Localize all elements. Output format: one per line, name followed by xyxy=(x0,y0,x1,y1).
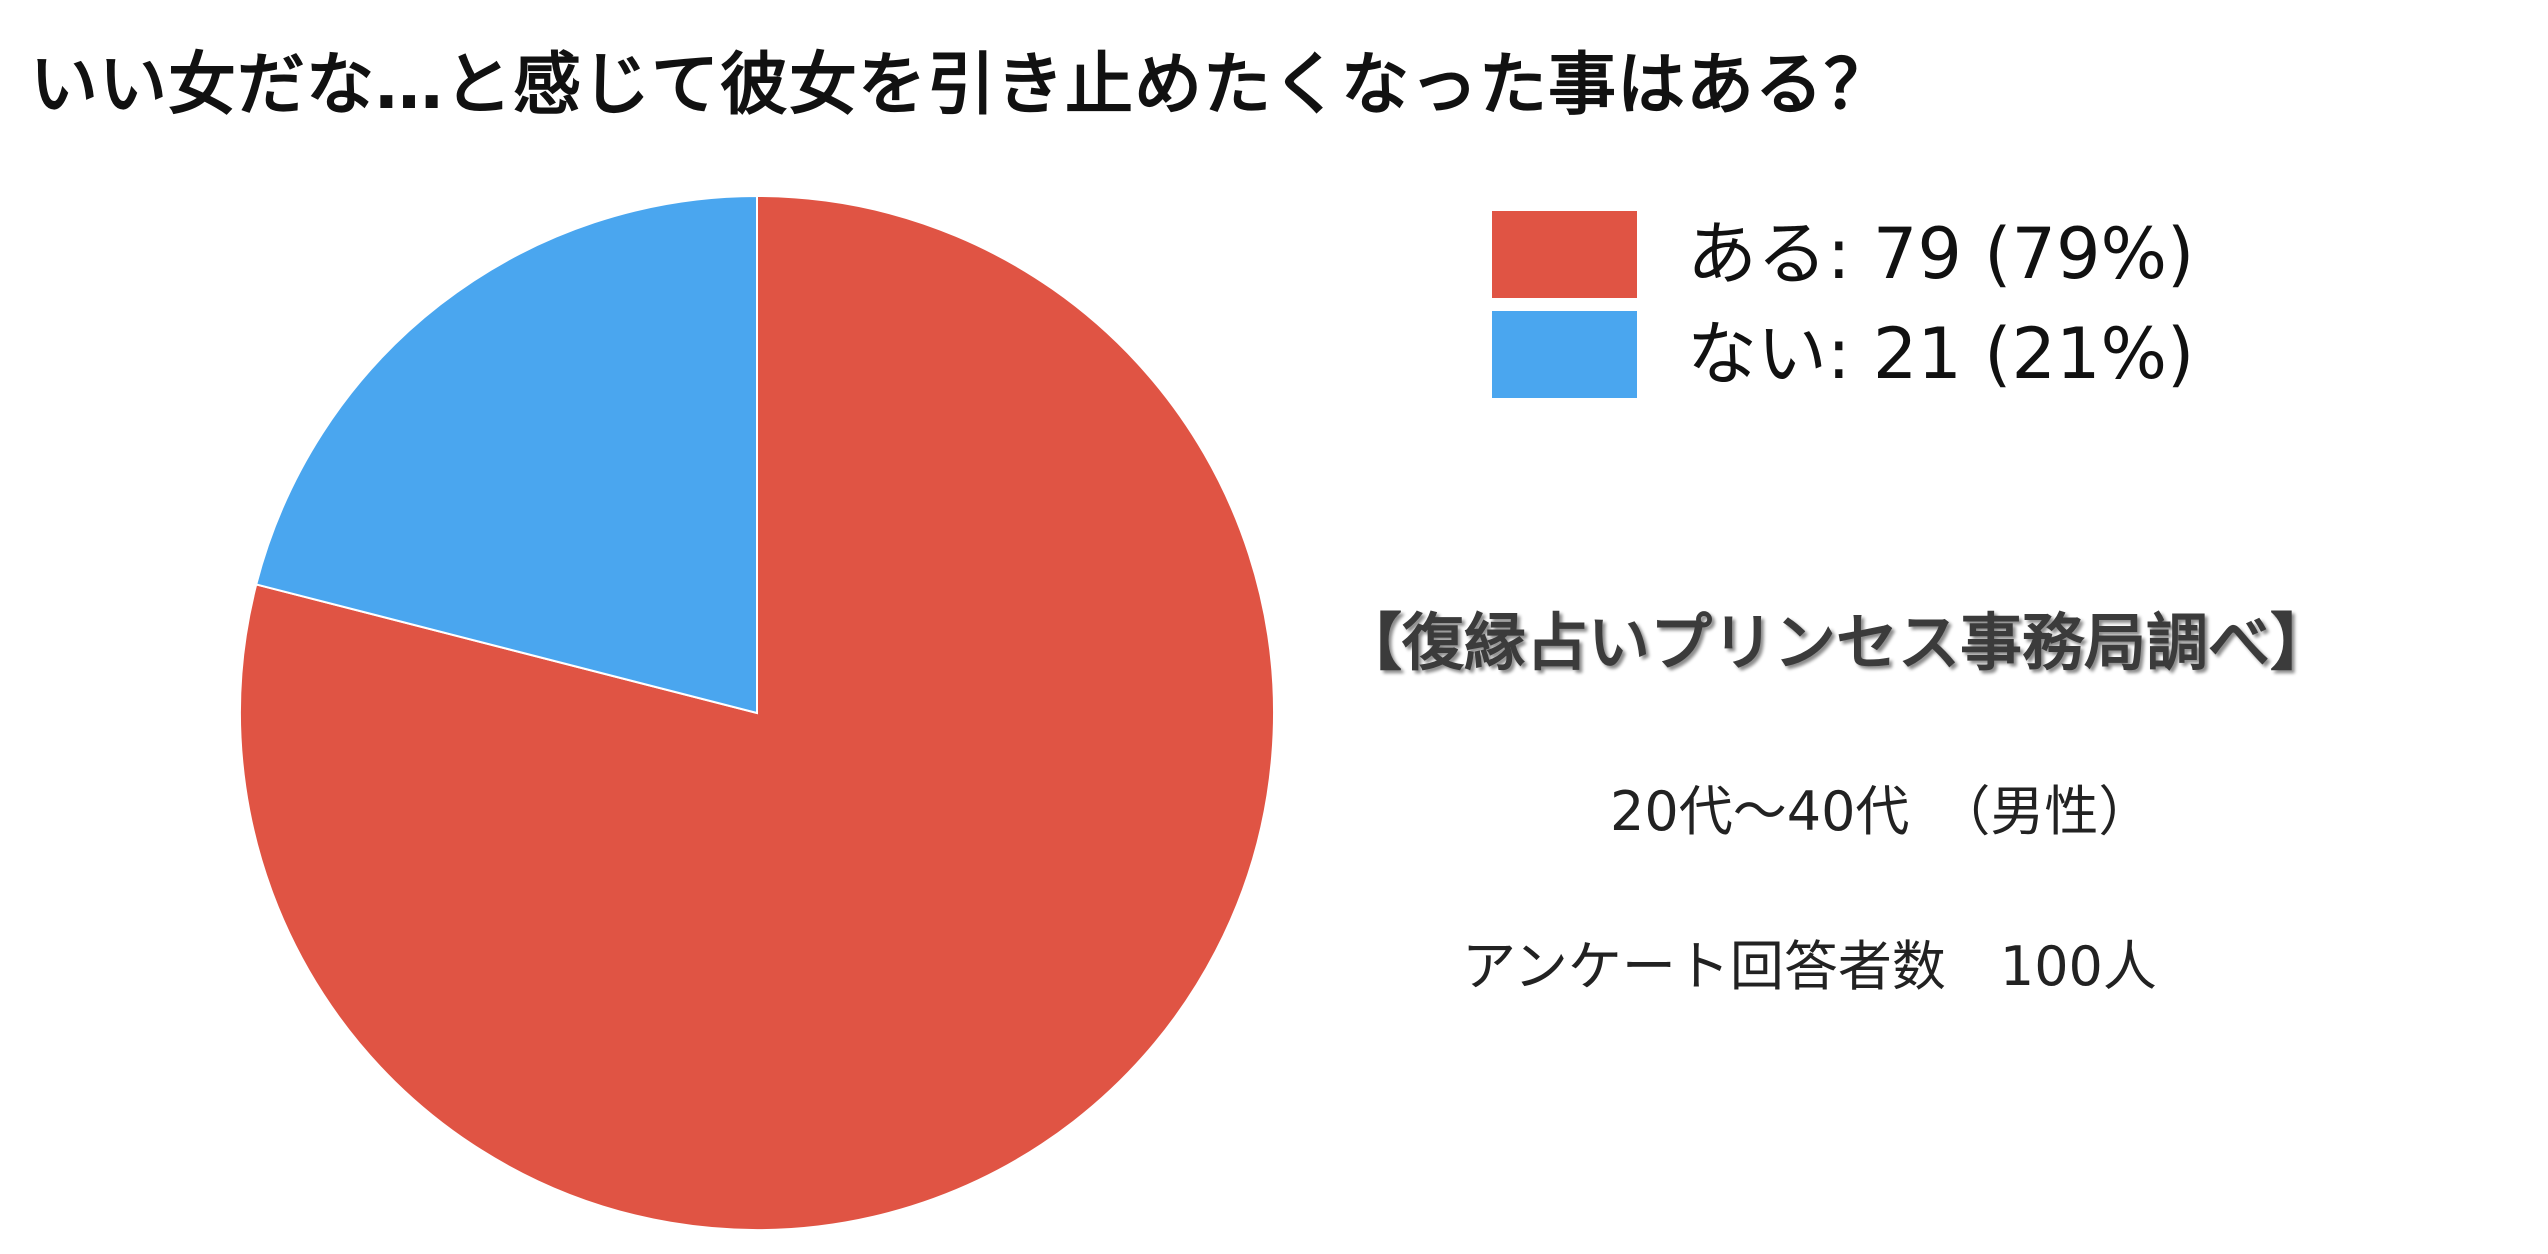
legend-swatch-aru xyxy=(1492,210,1637,298)
legend-swatch-nai xyxy=(1492,310,1637,398)
legend-label-nai: ない: 21 (21%) xyxy=(1687,313,2195,395)
pie-slice-nai xyxy=(255,194,758,715)
respondents-note: アンケート回答者数 100人 xyxy=(1462,935,2157,998)
legend-item-aru: ある: 79 (79%) xyxy=(1492,204,2194,304)
legend: ある: 79 (79%) ない: 21 (21%) xyxy=(1492,204,2194,404)
legend-label-aru: ある: 79 (79%) xyxy=(1687,213,2195,295)
source-note: 【復縁占いプリンセス事務局調べ】 xyxy=(1340,606,2333,679)
chart-title: いい女だな…と感じて彼女を引き止めたくなった事はある？ xyxy=(30,46,1894,125)
age-range-note: 20代～40代 （男性） xyxy=(1610,780,2153,843)
legend-item-nai: ない: 21 (21%) xyxy=(1492,304,2194,404)
